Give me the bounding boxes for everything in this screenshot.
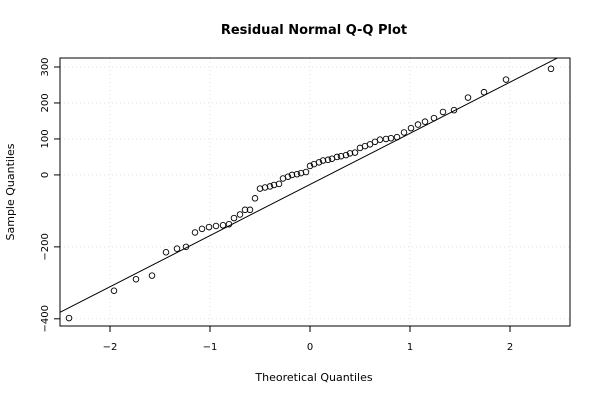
data-point: [110, 287, 118, 294]
data-point: [346, 150, 354, 157]
data-point: [246, 206, 254, 214]
y-tick-label: 300: [40, 57, 51, 76]
data-point: [393, 133, 401, 141]
data-point: [293, 170, 301, 178]
data-point: [324, 156, 332, 164]
data-point: [251, 195, 259, 202]
x-tick-label: 2: [507, 342, 513, 353]
y-tick-label: 100: [40, 129, 51, 148]
data-point: [387, 134, 395, 142]
data-point: [342, 151, 350, 159]
data-point: [480, 88, 488, 96]
y-axis-label: Sample Quantiles: [4, 143, 17, 240]
data-point: [284, 173, 292, 180]
data-point: [319, 157, 327, 164]
x-tick-label: −1: [203, 342, 218, 353]
data-point: [148, 272, 156, 279]
plot-frame: [59, 57, 571, 327]
y-tick-label: −400: [40, 305, 51, 332]
data-point: [450, 106, 458, 114]
x-axis-label: Theoretical Quantiles: [254, 371, 372, 384]
data-point: [225, 220, 233, 228]
data-point: [205, 223, 213, 231]
data-point: [382, 135, 390, 143]
data-point: [219, 222, 227, 229]
data-point: [333, 153, 341, 161]
data-point: [266, 183, 274, 190]
data-point: [421, 118, 429, 125]
y-tick-label: 0: [40, 172, 51, 178]
data-point: [306, 162, 314, 170]
y-axis: −400 −200 0 100 200 300: [40, 57, 60, 333]
data-point: [547, 65, 555, 73]
data-point: [162, 249, 170, 256]
data-point: [351, 149, 359, 156]
data-point: [407, 124, 415, 132]
data-point: [182, 243, 190, 251]
x-tick-label: 0: [307, 342, 313, 353]
data-point: [230, 214, 238, 222]
data-point: [439, 108, 447, 116]
data-point: [366, 141, 374, 148]
data-point: [191, 229, 199, 236]
x-axis: −2 −1 0 1 2: [103, 326, 513, 353]
data-point: [288, 171, 296, 179]
data-point: [212, 222, 220, 230]
y-tick-label: −200: [40, 233, 51, 260]
data-point: [65, 314, 73, 322]
x-tick-label: −2: [103, 342, 118, 353]
data-point: [464, 94, 472, 101]
data-point: [414, 121, 422, 128]
data-point: [275, 180, 283, 188]
data-point: [236, 211, 244, 218]
data-point: [132, 275, 140, 283]
y-tick-label: 200: [40, 93, 51, 112]
data-point: [502, 76, 510, 83]
reference-line-group: [60, 58, 559, 313]
x-tick-label: 1: [407, 342, 413, 353]
data-points: [65, 65, 555, 322]
reference-line: [60, 58, 559, 313]
data-point: [198, 225, 206, 233]
grid-lines: [60, 58, 570, 326]
data-point: [173, 245, 181, 252]
data-point: [315, 159, 323, 166]
data-point: [241, 206, 249, 214]
chart-title: Residual Normal Q-Q Plot: [221, 23, 407, 38]
data-point: [430, 114, 438, 122]
data-point: [400, 129, 408, 136]
data-point: [302, 168, 310, 176]
data-point: [376, 136, 384, 143]
